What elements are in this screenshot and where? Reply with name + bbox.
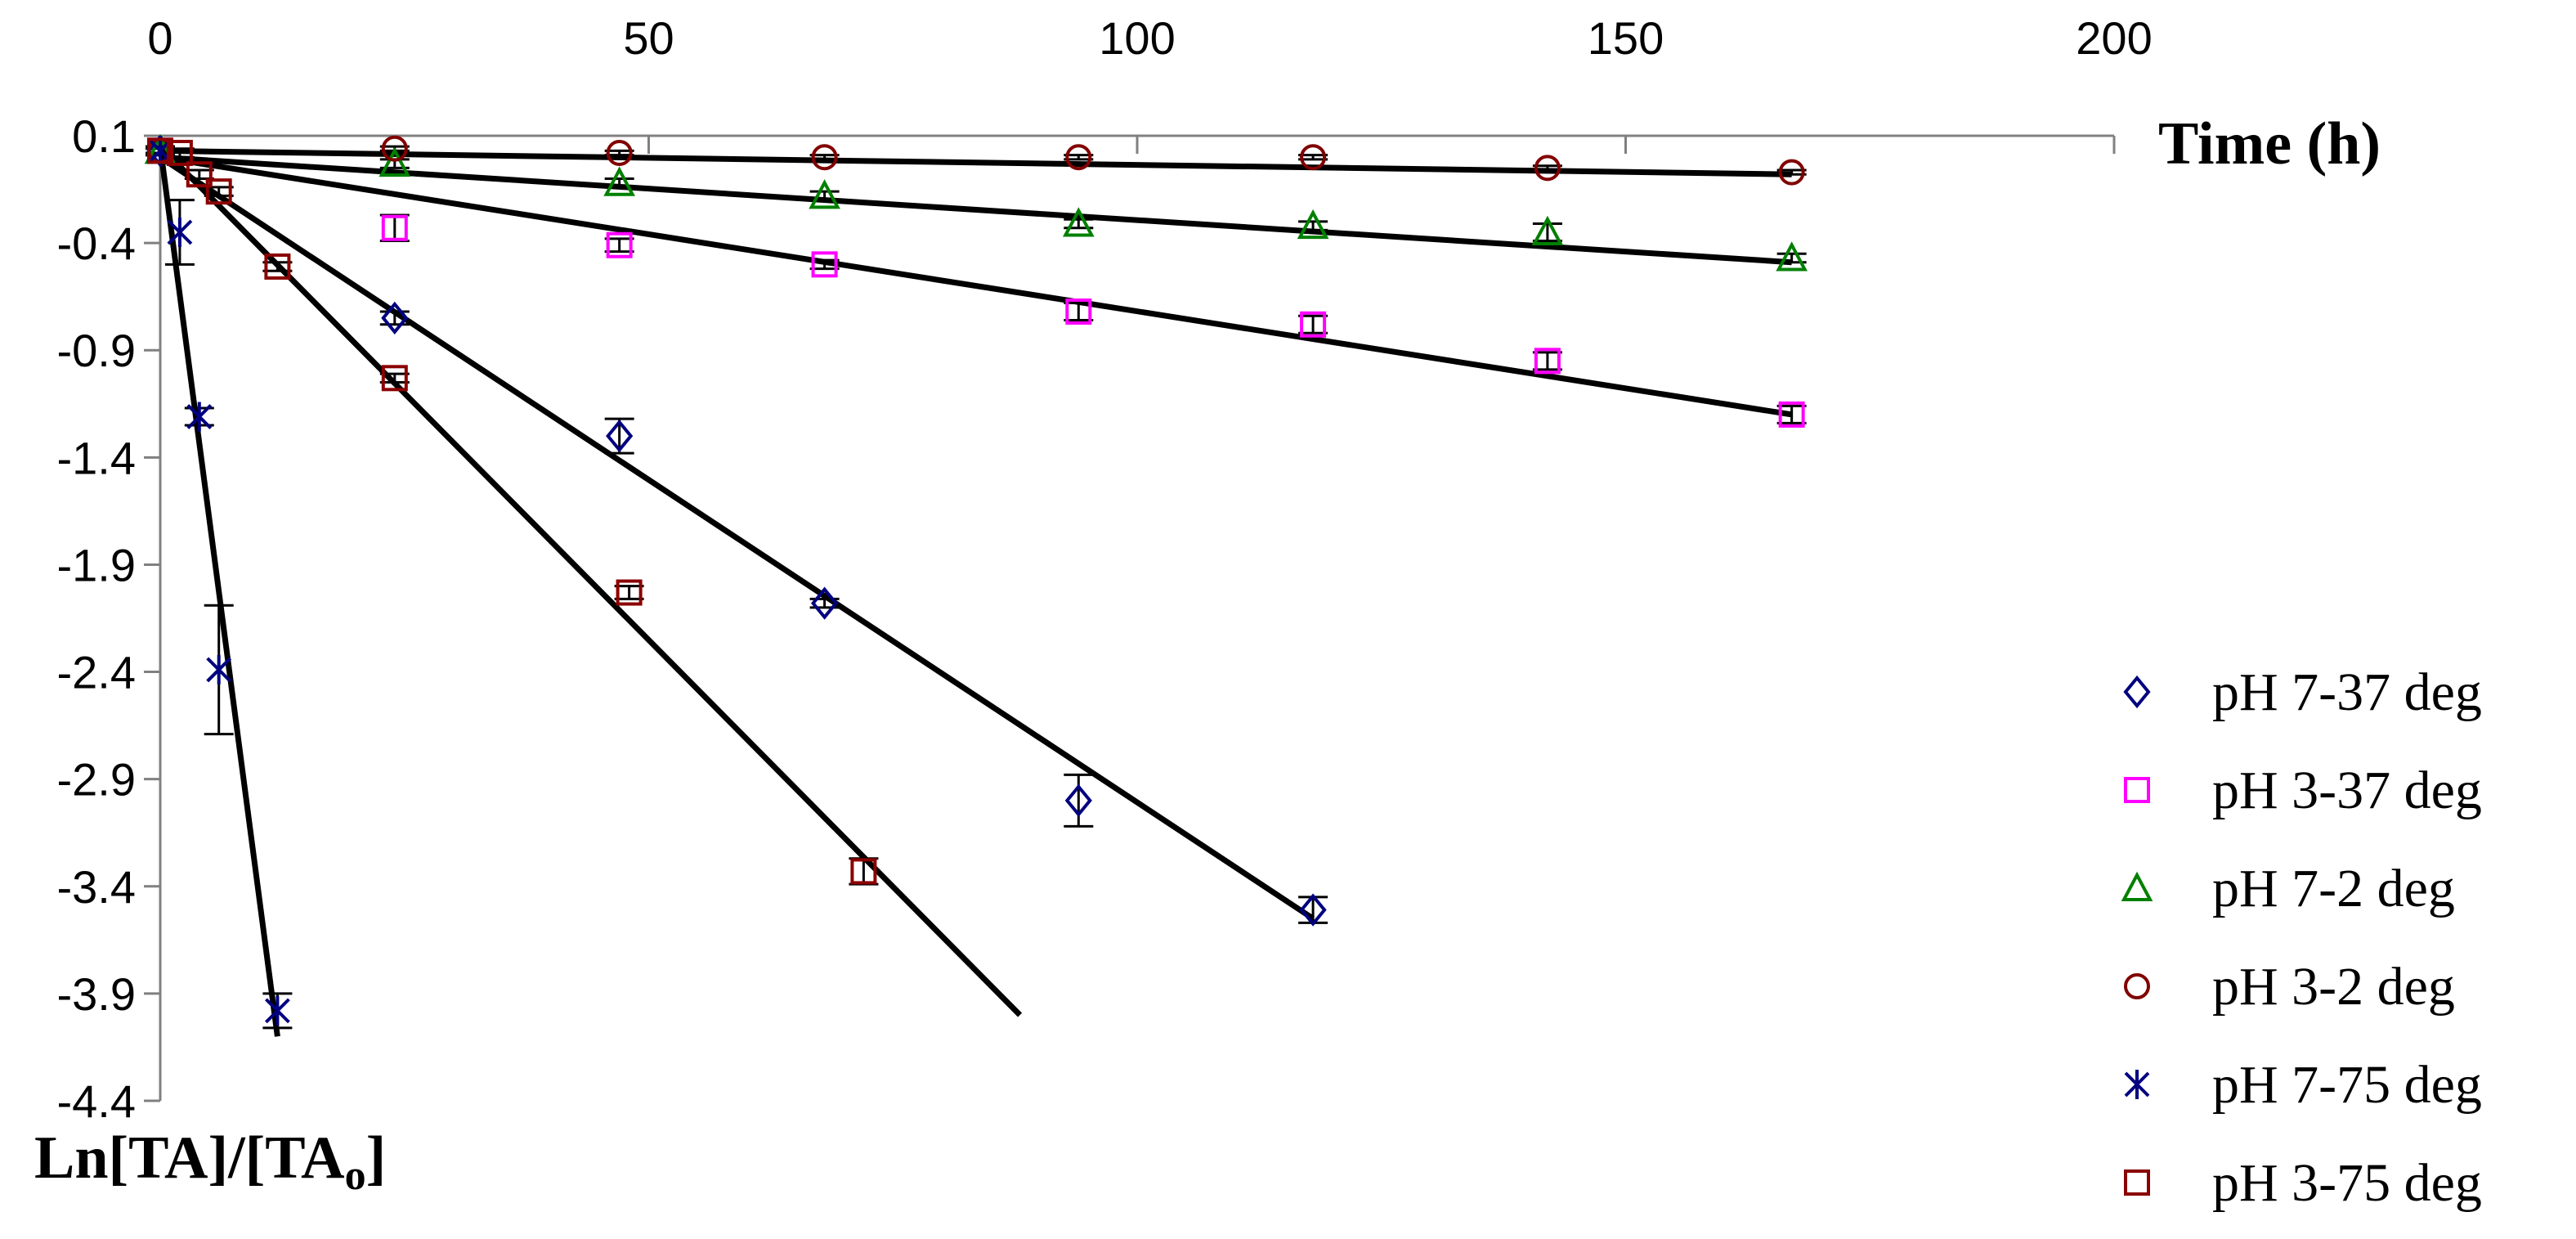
data-point (381, 135, 408, 162)
y-tick-label: -4.4 (57, 1075, 137, 1127)
data-point (166, 139, 193, 166)
data-point (264, 995, 290, 1026)
data-point (264, 253, 291, 280)
x-axis-title: Time (h) (2158, 110, 2381, 177)
legend-label: pH 3-37 deg (2212, 761, 2482, 820)
data-point (205, 178, 232, 205)
legend-label: pH 7-2 deg (2212, 859, 2455, 918)
data-point (1534, 155, 1561, 182)
data-point (167, 218, 193, 247)
legend-label: pH 7-75 deg (2212, 1055, 2482, 1115)
data-point (147, 137, 173, 164)
y-tick-label: -0.4 (57, 218, 137, 269)
y-tick-label: 0.1 (72, 110, 136, 162)
data-point (811, 251, 838, 278)
y-axis-title-main: Ln[TA]/[TA (34, 1125, 345, 1192)
data-point (811, 144, 838, 171)
data-point (1065, 144, 1092, 171)
y-axis-title: Ln[TA]/[TAo] (34, 1125, 386, 1199)
data-point (850, 858, 877, 885)
fit-line (159, 154, 1793, 418)
data-point (1065, 299, 1092, 325)
data-point (606, 231, 633, 258)
y-tick-label: -2.9 (57, 754, 137, 806)
legend-marker (2124, 1070, 2150, 1099)
data-point (606, 419, 634, 453)
data-point (1778, 159, 1805, 186)
x-tick-label: 100 (1099, 12, 1175, 64)
legend-marker (2123, 675, 2151, 709)
data-point (379, 146, 411, 177)
data-point (616, 579, 643, 606)
data-point (1299, 893, 1327, 927)
legend-label: pH 7-37 deg (2212, 662, 2482, 722)
data-point (381, 214, 408, 241)
data-point (1531, 215, 1564, 245)
data-point (603, 166, 635, 196)
legend-marker (2121, 871, 2153, 901)
axes (144, 134, 2116, 1102)
x-tick-label: 0 (147, 12, 172, 64)
data-point (1300, 144, 1327, 171)
x-tick-label: 50 (623, 12, 674, 64)
y-tick-label: -1.9 (57, 539, 137, 590)
y-tick-label: -1.4 (57, 432, 137, 483)
data-point (186, 161, 213, 188)
fit-line (159, 154, 1792, 266)
x-tick-label: 200 (2076, 12, 2152, 64)
fit-line (157, 146, 280, 1037)
data-point (606, 139, 633, 166)
data-point (1300, 311, 1327, 338)
data-point (1778, 401, 1805, 428)
y-tick-label: -2.4 (57, 647, 137, 698)
fit-line (159, 147, 1792, 177)
data-point (1064, 783, 1092, 818)
y-tick-label: -3.9 (57, 968, 137, 1020)
legend-label: pH 3-2 deg (2212, 957, 2455, 1017)
y-axis-title-sub: o (345, 1152, 366, 1199)
data-point (206, 654, 232, 685)
error-bars (146, 145, 1807, 1030)
legend-marker (2124, 1169, 2150, 1196)
y-tick-label: -3.4 (57, 861, 137, 913)
data-point (1776, 241, 1808, 272)
data-point (1062, 207, 1095, 237)
y-tick-labels: 0.1 -0.4 -0.9 -1.4 -1.9 -2.4 -2.9 -3.4 -3.9 -4.4 (57, 110, 137, 1127)
x-tick-labels: 0 50 100 150 200 (147, 12, 2152, 64)
legend-marker (2124, 777, 2150, 803)
fit-line (159, 155, 1315, 922)
data-point (811, 586, 839, 620)
data-point (381, 365, 408, 392)
fit-lines (157, 144, 1793, 1037)
y-axis-title-end: ] (366, 1125, 387, 1192)
data-point (1297, 209, 1329, 240)
y-tick-label: -0.9 (57, 325, 137, 376)
legend-label: pH 3-75 deg (2212, 1153, 2482, 1213)
x-tick-label: 150 (1588, 12, 1664, 64)
data-point (186, 402, 213, 432)
data-point (809, 179, 840, 209)
data-point (1534, 348, 1561, 375)
legend-marker (2124, 973, 2150, 999)
data-points (144, 134, 1808, 1026)
data-point (381, 301, 409, 335)
legend: pH 7-37 deg pH 3-37 deg pH 7-2 deg pH 3-2 d… (2121, 662, 2482, 1213)
